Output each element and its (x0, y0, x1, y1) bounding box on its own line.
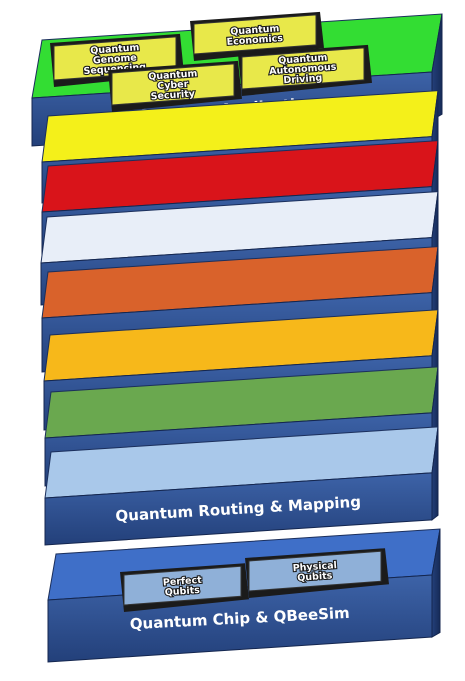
module-label-line: Quantum (148, 68, 198, 82)
module-label-line: Quantum (90, 42, 140, 56)
module-label-line: Quantum (278, 52, 328, 66)
module-label-line: Qubits (297, 570, 333, 583)
module-label-line: Cyber (157, 79, 189, 92)
module-label-line: Quantum (230, 23, 280, 37)
applications-modules: QuantumGenomeSequencingQuantumEconomicsQ… (50, 11, 372, 112)
module-label-line: Driving (283, 73, 323, 87)
module-label-line: Perfect (163, 575, 203, 589)
layer-slab-8: Quantum Routing & Mapping (44, 426, 439, 546)
layer-front-face (44, 472, 433, 546)
module-label-line: Qubits (164, 585, 200, 598)
module-label-line: Physical (292, 560, 337, 574)
module-label-line: Economics (226, 33, 283, 48)
module-label-line: Security (150, 88, 196, 102)
module-label-line: Genome (93, 52, 138, 66)
